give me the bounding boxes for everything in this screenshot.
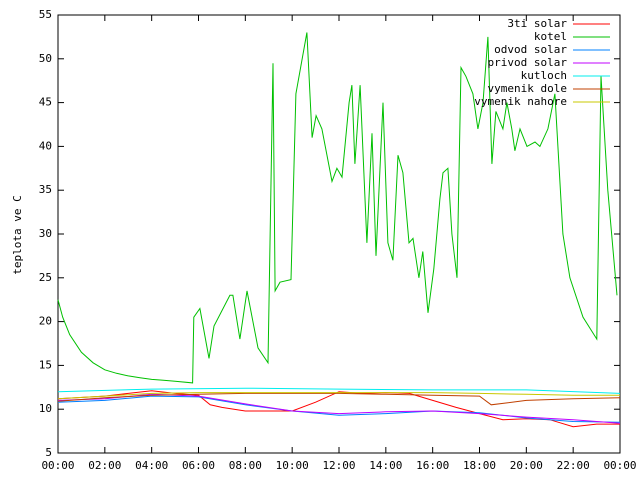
x-tick-label: 06:00 — [182, 459, 215, 472]
x-tick-label: 20:00 — [510, 459, 543, 472]
series-line — [57, 393, 621, 424]
x-tick-label: 16:00 — [416, 459, 449, 472]
y-tick-label: 10 — [39, 402, 52, 415]
y-tick-label: 55 — [39, 8, 52, 21]
x-tick-label: 08:00 — [229, 459, 262, 472]
y-tick-label: 50 — [39, 52, 52, 65]
series-line — [57, 392, 621, 406]
series-line — [57, 387, 621, 394]
y-tick-label: 25 — [39, 271, 52, 284]
y-axis-label: teplota ve C — [11, 195, 24, 274]
legend-label: kotel — [534, 30, 567, 43]
legend-label: vymenik dole — [488, 82, 567, 95]
x-tick-label: 22:00 — [557, 459, 590, 472]
x-tick-label: 04:00 — [135, 459, 168, 472]
x-tick-label: 02:00 — [88, 459, 121, 472]
y-tick-label: 45 — [39, 96, 52, 109]
legend-label: kutloch — [521, 69, 567, 82]
x-tick-label: 14:00 — [369, 459, 402, 472]
y-tick-label: 30 — [39, 227, 52, 240]
y-tick-label: 5 — [45, 446, 52, 459]
legend-label: odvod solar — [494, 43, 567, 56]
x-tick-label: 00:00 — [41, 459, 74, 472]
y-tick-label: 15 — [39, 358, 52, 371]
series-line — [57, 392, 620, 400]
y-tick-label: 20 — [39, 315, 52, 328]
series-line — [57, 32, 618, 384]
y-tick-label: 35 — [39, 183, 52, 196]
legend-label: privod solar — [488, 56, 568, 69]
legend-label: vymenik nahore — [474, 95, 567, 108]
x-tick-label: 18:00 — [463, 459, 496, 472]
legend-label: 3ti solar — [507, 17, 567, 30]
x-tick-label: 10:00 — [276, 459, 309, 472]
series-line — [57, 395, 621, 423]
y-tick-label: 40 — [39, 139, 52, 152]
x-tick-label: 00:00 — [603, 459, 636, 472]
x-tick-label: 12:00 — [322, 459, 355, 472]
